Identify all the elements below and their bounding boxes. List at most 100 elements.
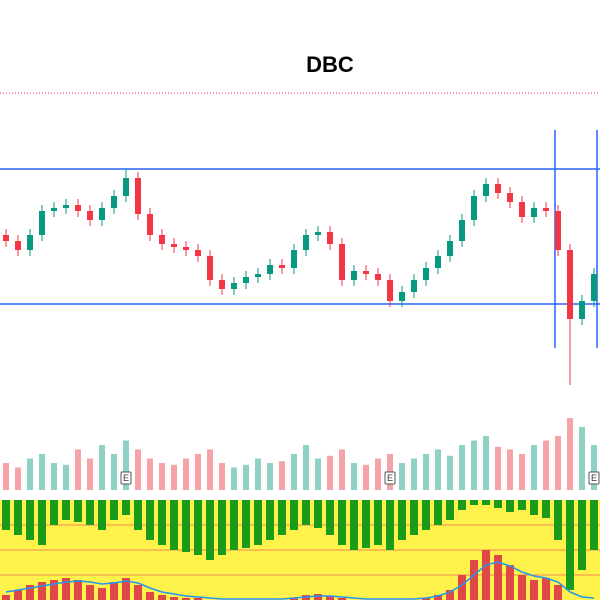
event-box xyxy=(588,471,600,485)
candle-body xyxy=(255,274,261,277)
volume-bar xyxy=(3,463,9,490)
candle-body xyxy=(243,277,249,283)
indicator-red-bar xyxy=(338,598,346,600)
candle-body xyxy=(447,241,453,256)
candle-body xyxy=(135,178,141,214)
volume-bar xyxy=(135,449,141,490)
indicator-green-bar xyxy=(194,500,202,555)
volume-bar xyxy=(231,467,237,490)
candle-body xyxy=(279,265,285,268)
candle-body xyxy=(39,211,45,235)
volume-bar xyxy=(315,458,321,490)
candle-body xyxy=(183,247,189,250)
indicator-green-bar xyxy=(578,500,586,570)
volume-bar xyxy=(435,449,441,490)
candle-body xyxy=(267,265,273,274)
indicator-red-bar xyxy=(14,590,22,600)
volume-bar xyxy=(219,463,225,490)
volume-bar xyxy=(27,458,33,490)
indicator-red-bar xyxy=(326,596,334,600)
volume-bar xyxy=(495,446,501,490)
volume-bar xyxy=(99,445,105,490)
indicator-green-bar xyxy=(338,500,346,545)
indicator-green-bar xyxy=(470,500,478,505)
indicator-red-bar xyxy=(86,585,94,600)
candle-body xyxy=(531,208,537,217)
volume-bar xyxy=(291,454,297,490)
candle-body xyxy=(3,235,9,241)
volume-bar xyxy=(375,458,381,490)
candle-body xyxy=(315,232,321,235)
indicator-red-bar xyxy=(314,594,322,600)
volume-bar xyxy=(159,463,165,490)
volume-bar xyxy=(555,436,561,490)
volume-bar xyxy=(267,463,273,490)
volume-bar xyxy=(15,467,21,490)
volume-bar xyxy=(423,454,429,490)
indicator-green-bar xyxy=(350,500,358,550)
candle-body xyxy=(459,220,465,241)
indicator-red-bar xyxy=(98,588,106,600)
volume-bar xyxy=(459,445,465,490)
indicator-red-bar xyxy=(494,555,502,600)
volume-bar xyxy=(195,454,201,490)
candle-body xyxy=(123,178,129,196)
volume-bar xyxy=(111,454,117,490)
indicator-green-bar xyxy=(98,500,106,530)
indicator-line xyxy=(5,561,595,600)
indicator-red-bar xyxy=(290,598,298,600)
volume-bar xyxy=(243,464,249,490)
indicator-green-bar xyxy=(314,500,322,528)
chart-title: DBC xyxy=(306,52,354,77)
volume-bar xyxy=(51,463,57,490)
volume-bar xyxy=(447,455,453,490)
volume-bar xyxy=(327,455,333,490)
indicator-green-bar xyxy=(494,500,502,508)
indicator-green-bar xyxy=(398,500,406,540)
volume-bar xyxy=(351,463,357,490)
volume-bar xyxy=(507,449,513,490)
indicator-red-bar xyxy=(506,565,514,600)
volume-bar xyxy=(531,445,537,490)
candle-body xyxy=(555,211,561,250)
candle-body xyxy=(147,214,153,235)
indicator-green-bar xyxy=(62,500,70,520)
volume-bar xyxy=(519,454,525,490)
candle-body xyxy=(63,205,69,208)
volume-bar xyxy=(483,436,489,490)
indicator-green-bar xyxy=(122,500,130,515)
indicator-red-bar xyxy=(50,580,58,600)
indicator-green-bar xyxy=(506,500,514,512)
indicator-green-bar xyxy=(266,500,274,540)
indicator-red-bar xyxy=(422,598,430,600)
indicator-green-bar xyxy=(26,500,34,540)
volume-bar xyxy=(39,454,45,490)
indicator-green-bar xyxy=(242,500,250,548)
volume-bar xyxy=(567,418,573,490)
candle-body xyxy=(327,232,333,244)
indicator-green-bar xyxy=(134,500,142,530)
indicator-green-bar xyxy=(290,500,298,530)
indicator-red-bar xyxy=(446,590,454,600)
candle-body xyxy=(51,208,57,211)
indicator-red-bar xyxy=(542,578,550,600)
indicator-green-bar xyxy=(482,500,490,505)
event-box xyxy=(120,471,132,485)
indicator-green-bar xyxy=(74,500,82,522)
candle-body xyxy=(159,235,165,244)
indicator-green-bar xyxy=(554,500,562,540)
indicator-green-bar xyxy=(458,500,466,510)
indicator-green-bar xyxy=(410,500,418,535)
volume-bar xyxy=(411,458,417,490)
candle-body xyxy=(351,271,357,280)
indicator-green-bar xyxy=(566,500,574,590)
indicator-red-bar xyxy=(182,598,190,600)
indicator-red-bar xyxy=(170,597,178,600)
volume-bar xyxy=(339,449,345,490)
candle-body xyxy=(363,271,369,274)
indicator-red-bar xyxy=(74,580,82,600)
candle-body xyxy=(579,301,585,319)
indicator-red-bar xyxy=(62,578,70,600)
indicator-red-bar xyxy=(2,595,10,600)
